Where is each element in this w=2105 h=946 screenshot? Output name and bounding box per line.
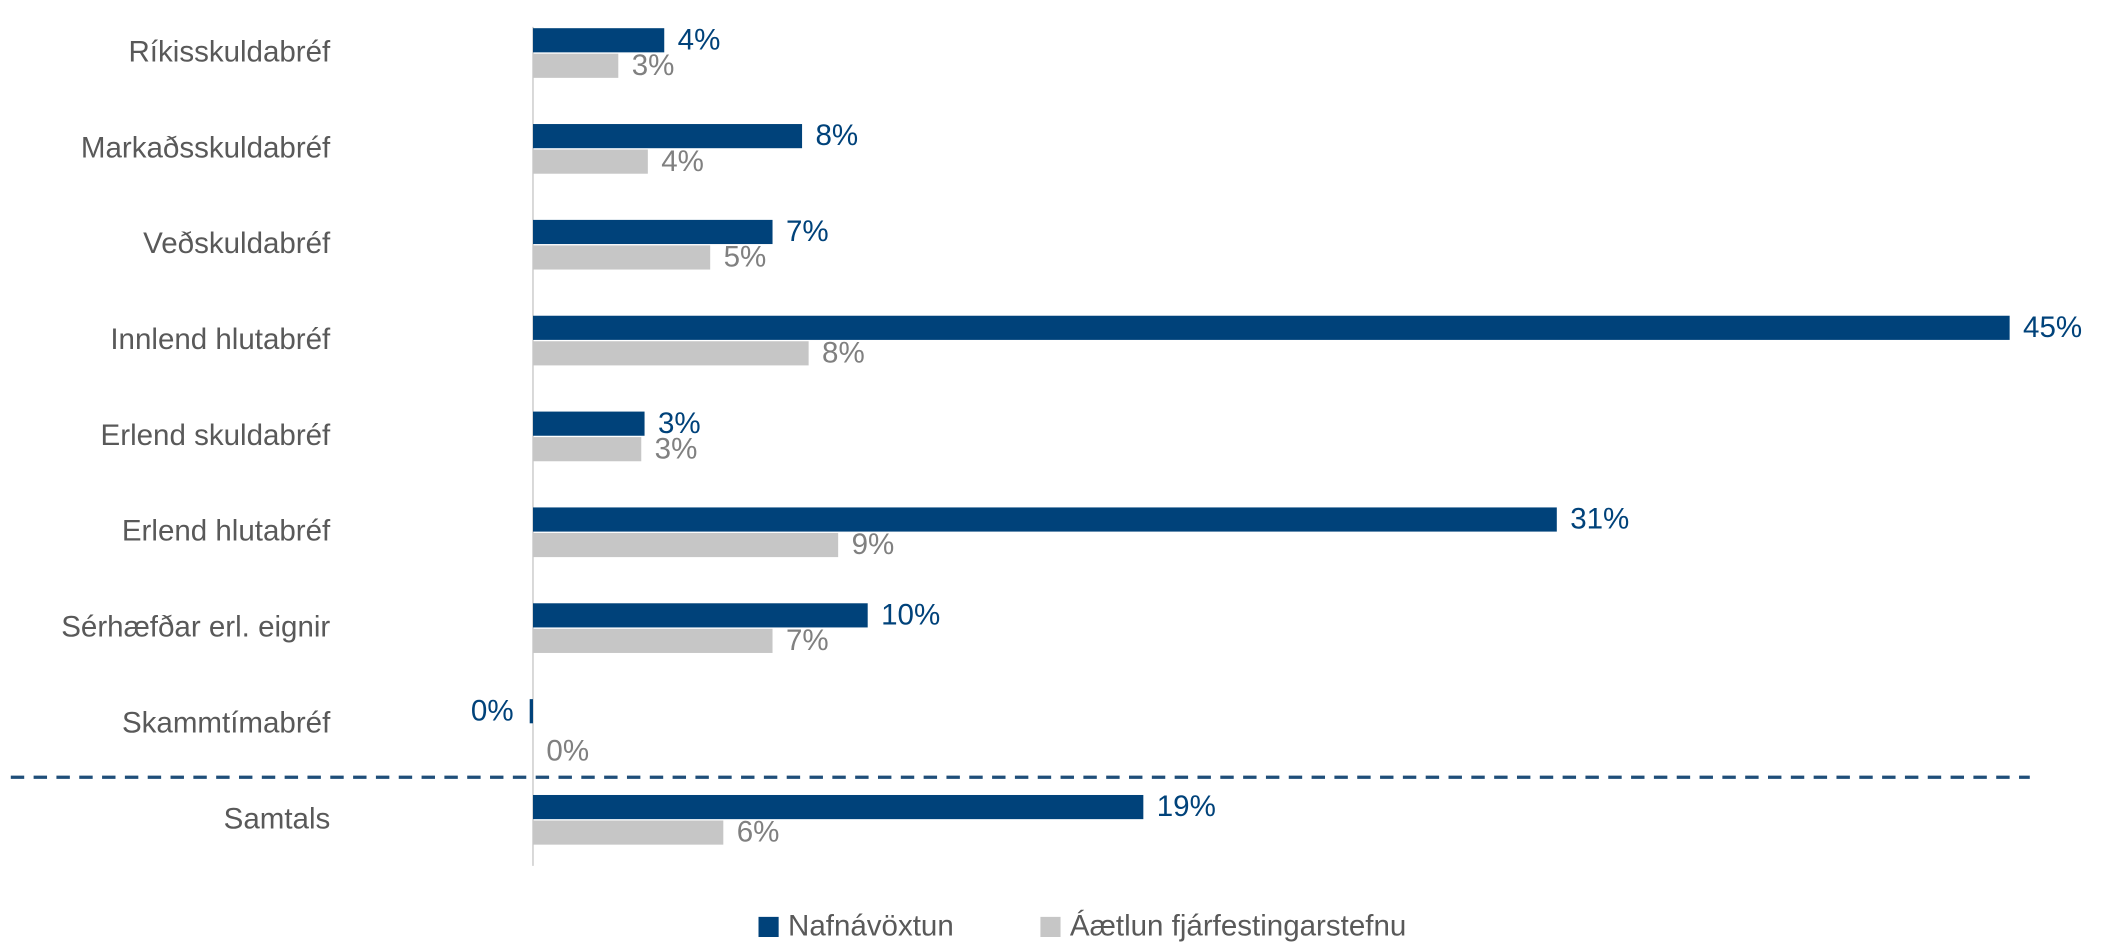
data-label: 19% (1157, 790, 1216, 823)
bar (532, 149, 648, 174)
bar (529, 699, 533, 724)
data-label: 45% (2023, 311, 2082, 344)
category-label: Erlend hlutabréf (122, 515, 331, 548)
category-label: Skammtímabréf (122, 706, 331, 739)
legend-label: Nafnávöxtun (788, 909, 954, 942)
bar (532, 315, 2010, 340)
category-label: Markaðsskuldabréf (81, 131, 331, 164)
data-label: 4% (678, 23, 721, 56)
data-label: 5% (724, 241, 767, 274)
bar (532, 820, 724, 845)
bar (532, 124, 803, 149)
data-label: 8% (815, 119, 858, 152)
bar (532, 411, 645, 436)
data-label: 4% (661, 145, 704, 178)
bar (532, 628, 773, 653)
data-label: 7% (786, 624, 829, 657)
bar (532, 532, 839, 558)
bar (532, 219, 773, 245)
data-label: 10% (881, 599, 940, 632)
bar (532, 341, 809, 366)
legend-swatch (758, 916, 779, 938)
category-label: Samtals (224, 802, 331, 835)
data-label: 3% (632, 49, 675, 82)
data-label: 8% (822, 336, 865, 369)
data-label: 7% (786, 215, 829, 248)
data-label: 6% (737, 816, 780, 849)
bar (532, 245, 711, 270)
bar (532, 53, 619, 78)
data-label: 0% (471, 694, 514, 727)
data-label: 0% (546, 735, 589, 768)
category-label: Ríkisskuldabréf (128, 35, 331, 68)
category-label: Veðskuldabréf (143, 227, 331, 260)
legend-swatch (1040, 916, 1061, 938)
category-label: Erlend skuldabréf (101, 419, 331, 452)
bar (532, 603, 868, 628)
bar (532, 794, 1144, 820)
legend-label: Áætlun fjárfestingarstefnu (1070, 909, 1406, 942)
data-label: 31% (1570, 503, 1629, 536)
bar (532, 507, 1557, 532)
category-label: Innlend hlutabréf (110, 323, 331, 356)
data-label: 3% (658, 407, 701, 440)
bar (532, 28, 665, 53)
category-label: Sérhæfðar erl. eignir (61, 611, 330, 644)
data-label: 9% (852, 528, 895, 561)
data-label: 3% (655, 432, 698, 465)
bar (532, 437, 642, 462)
